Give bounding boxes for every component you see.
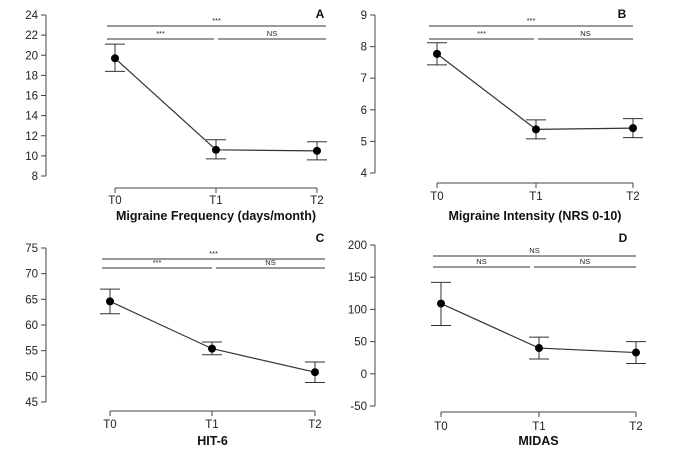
data-point bbox=[535, 344, 543, 353]
data-point bbox=[212, 145, 220, 154]
x-tick-label: T1 bbox=[532, 421, 545, 433]
x-tick-label: T1 bbox=[529, 191, 542, 203]
y-tick-label: 50 bbox=[354, 337, 367, 349]
panel-c: 45 50 55 60 65 70 75 T0 T1 T2 HIT-6 C *** *** NS bbox=[25, 231, 325, 448]
y-tick-label: 55 bbox=[25, 346, 38, 358]
panel-letter: D bbox=[619, 231, 628, 245]
y-tick-label: 75 bbox=[25, 243, 38, 255]
y-tick-label: -50 bbox=[350, 401, 367, 413]
y-tick-label: 6 bbox=[361, 105, 367, 117]
y-tick-label: 150 bbox=[348, 272, 367, 284]
y-tick-label: 8 bbox=[32, 171, 38, 183]
y-tick-label: 24 bbox=[25, 10, 38, 22]
significance-label: NS bbox=[267, 29, 277, 38]
data-point bbox=[433, 49, 441, 58]
x-tick-label: T0 bbox=[434, 421, 447, 433]
y-tick-label: 14 bbox=[25, 111, 38, 123]
y-tick-label: 50 bbox=[25, 371, 38, 383]
x-tick-label: T0 bbox=[103, 419, 116, 431]
significance-label: *** bbox=[209, 249, 218, 258]
data-point bbox=[532, 125, 540, 134]
x-tick-label: T2 bbox=[308, 419, 321, 431]
significance-label: NS bbox=[580, 29, 590, 38]
data-point bbox=[629, 124, 637, 133]
significance-label: *** bbox=[156, 29, 165, 38]
x-tick-label: T2 bbox=[629, 421, 642, 433]
x-tick-label: T1 bbox=[209, 195, 222, 207]
y-tick-label: 18 bbox=[25, 70, 38, 82]
y-tick-label: 20 bbox=[25, 50, 38, 62]
y-tick-label: 200 bbox=[348, 240, 367, 252]
series-line bbox=[114, 57, 318, 152]
significance-label: *** bbox=[153, 258, 162, 267]
panel-letter: B bbox=[618, 7, 627, 21]
y-tick-label: 22 bbox=[25, 30, 38, 42]
series-line bbox=[109, 300, 316, 373]
y-tick-label: 8 bbox=[361, 42, 367, 54]
y-tick-label: 9 bbox=[361, 10, 367, 22]
panel-d: -50 0 50 100 150 200 T0 T1 T2 MIDAS D NS NS NS bbox=[348, 231, 646, 448]
x-tick-label: T1 bbox=[205, 419, 218, 431]
y-tick-label: 7 bbox=[361, 73, 367, 85]
data-point bbox=[313, 146, 321, 155]
y-tick-label: 16 bbox=[25, 91, 38, 103]
y-tick-label: 12 bbox=[25, 131, 38, 143]
y-tick-label: 0 bbox=[361, 369, 367, 381]
panel-letter: A bbox=[316, 7, 325, 21]
y-tick-label: 4 bbox=[361, 168, 368, 180]
significance-label: NS bbox=[265, 258, 275, 267]
x-axis-title: HIT-6 bbox=[197, 434, 228, 448]
significance-label: *** bbox=[212, 16, 221, 25]
series-line bbox=[436, 53, 634, 130]
significance-label: NS bbox=[529, 246, 539, 255]
panel-b: 4 5 6 7 8 9 T0 T1 T2 Migraine Intensity (NRS 0-10… bbox=[361, 7, 643, 223]
significance-label: NS bbox=[476, 257, 486, 266]
data-point bbox=[311, 368, 319, 377]
x-tick-label: T0 bbox=[430, 191, 443, 203]
y-tick-label: 70 bbox=[25, 269, 38, 281]
y-tick-label: 60 bbox=[25, 320, 38, 332]
significance-label: *** bbox=[527, 16, 536, 25]
y-tick-label: 45 bbox=[25, 397, 38, 409]
y-tick-label: 65 bbox=[25, 294, 38, 306]
data-point bbox=[437, 299, 445, 308]
y-tick-label: 10 bbox=[25, 151, 38, 163]
y-tick-label: 5 bbox=[361, 136, 367, 148]
x-axis-title: Migraine Frequency (days/month) bbox=[116, 209, 316, 223]
data-point bbox=[208, 344, 216, 353]
x-tick-label: T0 bbox=[108, 195, 121, 207]
significance-label: *** bbox=[477, 29, 486, 38]
y-tick-label: 100 bbox=[348, 304, 367, 316]
x-axis-title: MIDAS bbox=[518, 434, 558, 448]
panel-a: 8 10 12 14 16 18 20 22 24 T0 T1 T2 Migraine Frequenc… bbox=[25, 7, 327, 223]
x-tick-label: T2 bbox=[310, 195, 323, 207]
data-point bbox=[111, 54, 119, 63]
x-axis-title: Migraine Intensity (NRS 0-10) bbox=[449, 209, 622, 223]
significance-label: NS bbox=[580, 257, 590, 266]
panel-letter: C bbox=[316, 231, 325, 245]
data-point bbox=[106, 297, 114, 306]
x-tick-label: T2 bbox=[626, 191, 639, 203]
data-point bbox=[632, 348, 640, 357]
